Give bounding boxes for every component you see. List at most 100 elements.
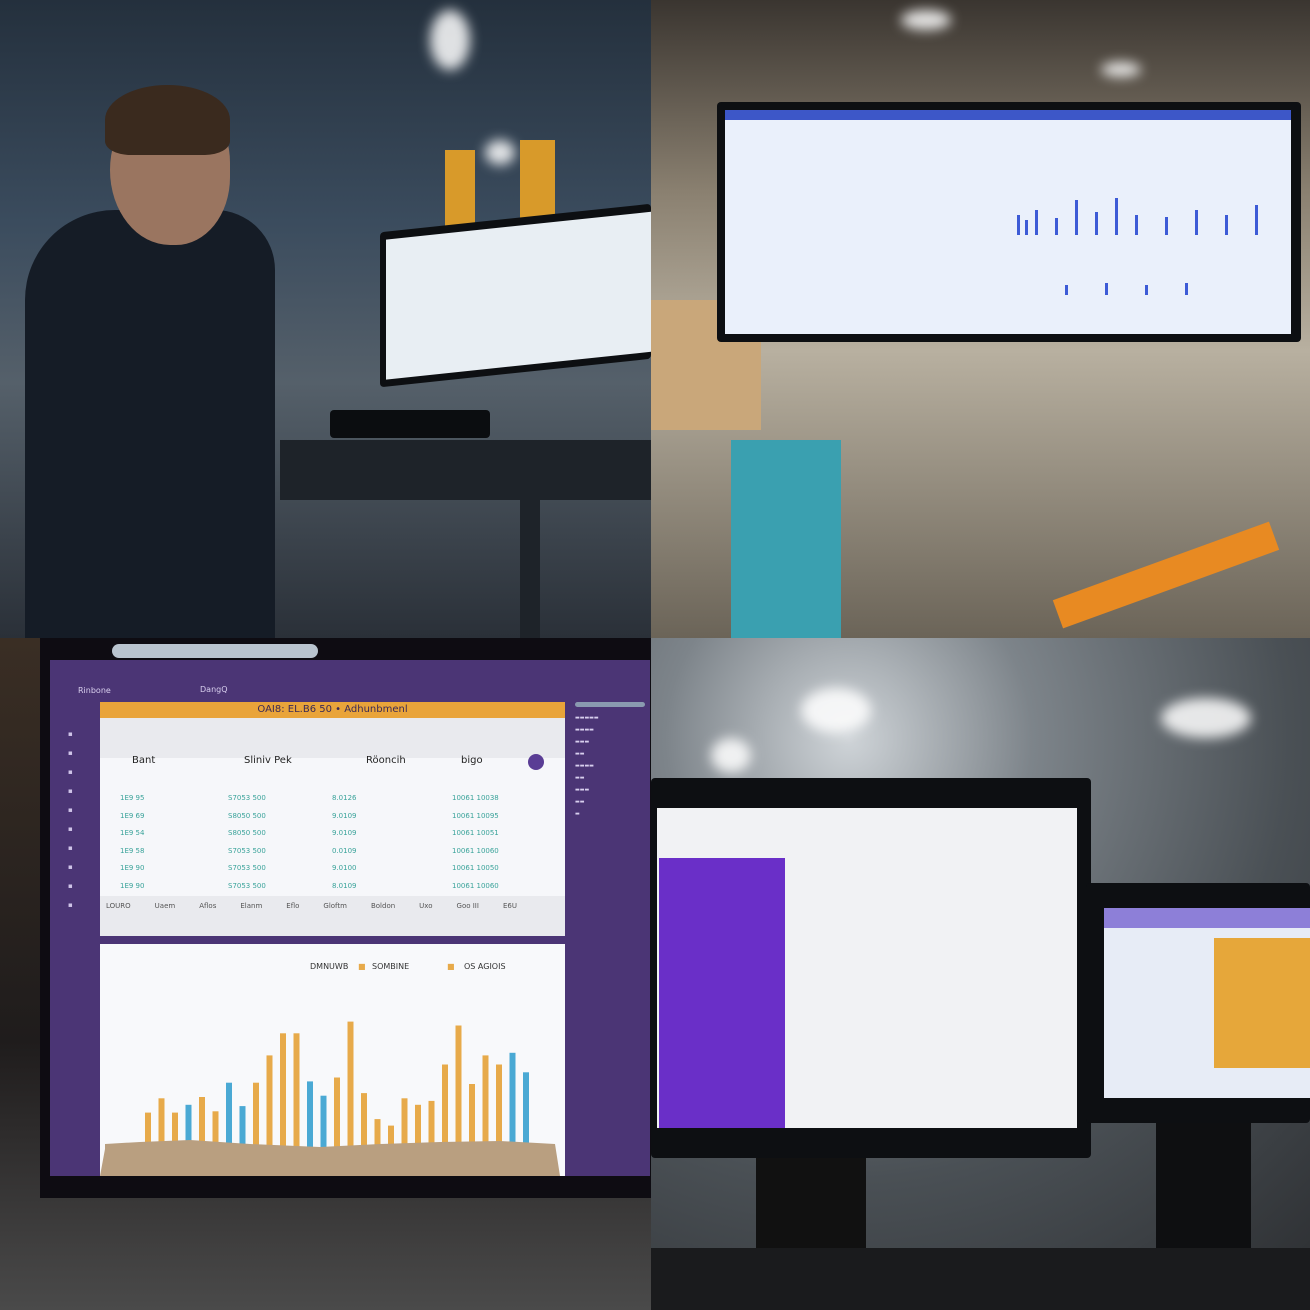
bar — [266, 1055, 273, 1149]
desk — [280, 440, 651, 500]
legend-label: DMNUWB — [310, 962, 349, 971]
bar — [455, 1025, 462, 1149]
bar — [347, 1021, 354, 1149]
bar — [212, 1111, 219, 1149]
person — [25, 210, 275, 638]
footer-tab[interactable]: Gloftm — [323, 902, 347, 910]
photo-monitor-analytics — [651, 0, 1310, 638]
right-panel: ▬▬▬▬▬ ▬▬▬▬ ▬▬▬ ▬▬ ▬▬▬▬ ▬▬ ▬▬▬ ▬▬ ▬ — [575, 702, 645, 823]
footer-tab[interactable]: LOURO — [106, 902, 131, 910]
table-cell: 1E9 69 — [120, 811, 145, 820]
nav-item[interactable]: DangQ — [200, 685, 228, 694]
table-cell: 10061 10060 — [452, 846, 499, 855]
bar — [199, 1097, 205, 1149]
monitor — [380, 203, 651, 388]
legend-label: OS AGIOIS — [464, 962, 506, 971]
screen-titlebar — [725, 110, 1291, 120]
screen-header — [1104, 908, 1310, 928]
bar — [226, 1082, 232, 1149]
table-cell: 1E9 95 — [120, 794, 145, 802]
bar — [401, 1098, 408, 1149]
footer-tab[interactable]: Uaem — [154, 902, 176, 910]
bar — [415, 1104, 421, 1149]
banner: OAI8: EL.B6 50 • Adhunbmenl — [100, 702, 565, 718]
footer-tab[interactable]: E6U — [502, 902, 517, 910]
table-cell: S8050 500 — [228, 811, 266, 820]
bar — [172, 1112, 178, 1149]
bar — [307, 1081, 313, 1149]
footer-tab[interactable]: Goo III — [456, 902, 479, 910]
table-cell: 10061 10060 — [452, 881, 499, 890]
bar — [280, 1033, 286, 1149]
table-cell: 9.0109 — [332, 811, 357, 820]
monitor-screen — [1104, 908, 1310, 1098]
bar — [523, 1072, 529, 1149]
table-cell: 0.0109 — [332, 846, 357, 855]
column-header[interactable]: Röoncih — [366, 755, 406, 766]
table-cell: 8.0126 — [332, 794, 357, 802]
keyboard — [330, 410, 490, 438]
bar — [145, 1112, 151, 1149]
table-cell: 1E9 58 — [120, 846, 145, 855]
monitor — [1086, 883, 1310, 1123]
bar — [428, 1100, 435, 1149]
data-table-panel: OAI8: EL.B6 50 • Adhunbmenl Bant Sliniv … — [100, 702, 565, 936]
table-cell: 1E9 90 — [120, 864, 145, 872]
table-cell: S7053 500 — [228, 864, 266, 872]
legend-swatch: ■ — [447, 962, 455, 971]
monitor-screen — [386, 211, 651, 380]
table-cell: 10061 10050 — [452, 864, 499, 872]
table-cell: S8050 500 — [228, 829, 266, 837]
bar — [239, 1106, 246, 1149]
column-header[interactable]: Sliniv Pek — [244, 755, 292, 766]
table-toolbar — [100, 718, 565, 758]
footer-tab[interactable]: Aflos — [199, 902, 217, 910]
bar — [361, 1093, 367, 1149]
footer-tab[interactable]: Boldon — [370, 902, 396, 910]
dashboard: Rinbone DangQ ▪ ▪ ▪ ▪ ▪ ▪ ▪ ▪ ▪ ▪ OAI8: EL.B6 50 … — [50, 660, 650, 1176]
bar — [334, 1077, 340, 1149]
column-header[interactable]: bigo — [461, 755, 483, 766]
table-cell: 10061 10051 — [452, 829, 499, 837]
photo-dashboard-screen: Rinbone DangQ ▪ ▪ ▪ ▪ ▪ ▪ ▪ ▪ ▪ ▪ OAI8: EL.B6 50 … — [0, 638, 651, 1310]
person-hair — [105, 85, 230, 155]
ceiling-light — [901, 10, 951, 30]
address-bar[interactable] — [112, 644, 318, 658]
column-header[interactable]: Bant — [132, 755, 156, 766]
monitor-screen — [725, 110, 1291, 334]
photo-two-monitors — [651, 638, 1310, 1310]
top-nav: Rinbone DangQ — [50, 660, 650, 706]
table-cell: 1E9 90 — [120, 881, 145, 890]
bar-chart: DMNUWB ■ SOMBINE ■ OS AGIOIS — [100, 944, 565, 1176]
table-cell: 1E9 54 — [120, 829, 145, 837]
area-series — [100, 1140, 560, 1176]
bar — [158, 1098, 165, 1149]
monitor-stand — [756, 1158, 866, 1258]
footer-tab[interactable]: Uxo — [419, 902, 433, 910]
table-cell: 8.0109 — [332, 881, 357, 890]
bar — [469, 1084, 475, 1149]
teal-machine — [731, 440, 841, 638]
orange-table — [1214, 938, 1310, 1068]
legend-label: SOMBINE — [372, 962, 410, 971]
ceiling-light — [801, 688, 871, 733]
monitor-stand — [1156, 1123, 1251, 1263]
monitor — [651, 778, 1091, 1158]
footer-tab[interactable]: Elanm — [240, 902, 263, 910]
bar — [442, 1064, 448, 1149]
sidebar: ▪ ▪ ▪ ▪ ▪ ▪ ▪ ▪ ▪ ▪ — [68, 730, 73, 909]
ceiling-light — [711, 738, 751, 773]
nav-item[interactable]: Rinbone — [78, 686, 111, 695]
purple-table — [659, 858, 785, 1128]
orange-rail — [1052, 521, 1280, 629]
footer-tab[interactable]: Eflo — [286, 902, 300, 910]
monitor — [717, 102, 1301, 342]
table-cell: 9.0109 — [332, 829, 357, 837]
bar — [496, 1064, 502, 1149]
bar — [293, 1033, 300, 1149]
ceiling-light — [430, 10, 470, 70]
avatar[interactable] — [528, 754, 544, 770]
bar — [388, 1125, 394, 1149]
bar — [253, 1082, 259, 1149]
table-cell: 10061 10095 — [452, 811, 499, 820]
